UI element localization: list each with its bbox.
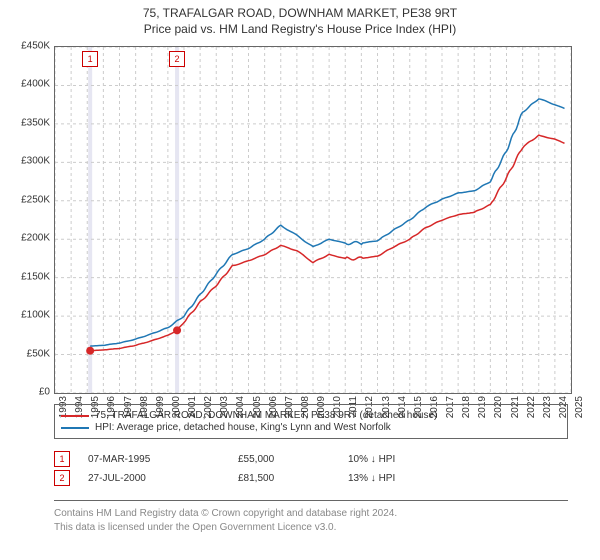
transaction-date: 07-MAR-1995 (88, 454, 238, 465)
transaction-diff: 10% ↓ HPI (348, 454, 468, 465)
transaction-index-box: 2 (54, 470, 70, 486)
legend: 75, TRAFALGAR ROAD, DOWNHAM MARKET, PE38… (54, 404, 568, 439)
annotation-box: 1 (82, 51, 98, 67)
xtick-label: 2025 (574, 396, 600, 418)
legend-item: 75, TRAFALGAR ROAD, DOWNHAM MARKET, PE38… (61, 410, 561, 421)
transaction-price: £55,000 (238, 454, 348, 465)
ytick-label: £150K (4, 271, 50, 282)
transaction-index-box: 1 (54, 451, 70, 467)
ytick-label: £50K (4, 348, 50, 359)
legend-item: HPI: Average price, detached house, King… (61, 422, 561, 433)
chart-container: 75, TRAFALGAR ROAD, DOWNHAM MARKET, PE38… (0, 0, 600, 560)
plot-svg (55, 47, 571, 393)
ytick-label: £100K (4, 310, 50, 321)
transactions-table: 1 07-MAR-1995£55,00010% ↓ HPI 2 27-JUL-2000… (54, 448, 568, 489)
ytick-label: £200K (4, 233, 50, 244)
title-block: 75, TRAFALGAR ROAD, DOWNHAM MARKET, PE38… (0, 0, 600, 36)
plot-area: 12 (54, 46, 572, 394)
title-main: 75, TRAFALGAR ROAD, DOWNHAM MARKET, PE38… (0, 6, 600, 20)
transaction-row: 2 27-JUL-2000£81,50013% ↓ HPI (54, 470, 568, 486)
ytick-label: £450K (4, 41, 50, 52)
transaction-date: 27-JUL-2000 (88, 473, 238, 484)
footer-line1: Contains HM Land Registry data © Crown c… (54, 507, 568, 521)
transaction-row: 1 07-MAR-1995£55,00010% ↓ HPI (54, 451, 568, 467)
ytick-label: £350K (4, 117, 50, 128)
transaction-price: £81,500 (238, 473, 348, 484)
legend-label: HPI: Average price, detached house, King… (95, 422, 391, 433)
ytick-label: £0 (4, 387, 50, 398)
legend-swatch (61, 427, 89, 429)
ytick-label: £300K (4, 156, 50, 167)
annotation-box: 2 (169, 51, 185, 67)
legend-swatch (61, 415, 89, 417)
footer: Contains HM Land Registry data © Crown c… (54, 500, 568, 534)
ytick-label: £400K (4, 79, 50, 90)
transaction-diff: 13% ↓ HPI (348, 473, 468, 484)
legend-label: 75, TRAFALGAR ROAD, DOWNHAM MARKET, PE38… (95, 410, 437, 421)
ytick-label: £250K (4, 194, 50, 205)
footer-line2: This data is licensed under the Open Gov… (54, 521, 568, 535)
title-sub: Price paid vs. HM Land Registry's House … (0, 22, 600, 36)
